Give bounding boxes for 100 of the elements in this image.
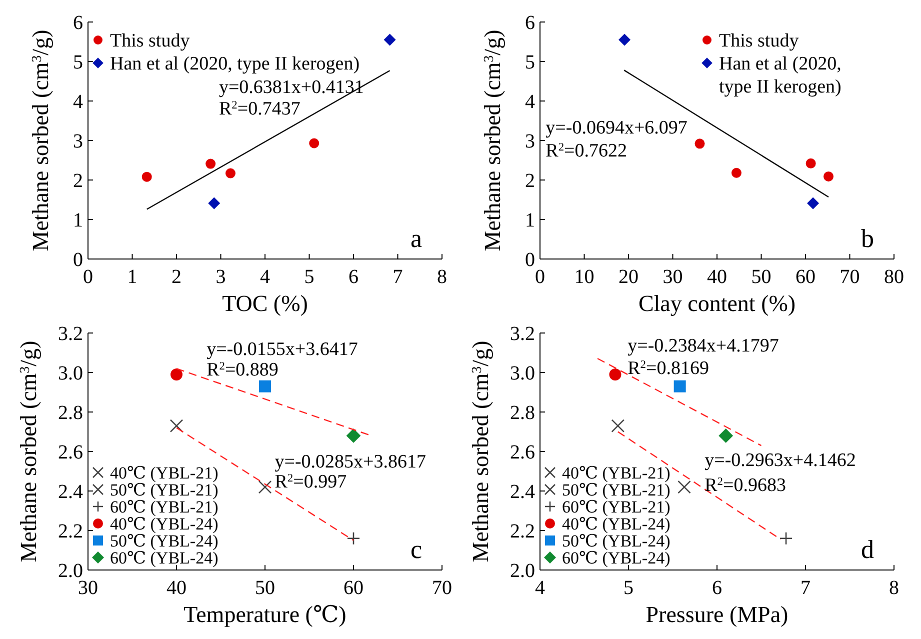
- y-tick-label: 2.0: [510, 560, 535, 582]
- y-tick-label: 3.0: [58, 362, 83, 384]
- x-tick-label: 7: [800, 577, 810, 599]
- y-tick-label: 2.2: [58, 520, 83, 542]
- x-tick-label: 20: [618, 266, 638, 288]
- y-tick-label: 2.4: [510, 481, 535, 503]
- x-tick-label: 8: [437, 266, 447, 288]
- point: [346, 428, 361, 443]
- y-tick-label: 5: [525, 52, 535, 74]
- legend-label: This study: [719, 30, 800, 52]
- y-tick-label: 4: [73, 91, 83, 113]
- x-tick-label: 5: [304, 266, 314, 288]
- y-tick-label: 3: [73, 130, 83, 152]
- y-tick-label: 3.2: [58, 323, 83, 345]
- y-tick-label: 1: [525, 210, 535, 232]
- y-tick-label: 2: [73, 170, 83, 192]
- annotation: y=-0.2384x+4.1797: [628, 335, 779, 356]
- point: [611, 419, 625, 432]
- y-tick-label: 2.8: [58, 402, 83, 424]
- point: [824, 171, 834, 182]
- point: [609, 368, 622, 380]
- annotation: y=0.6381x+0.4131: [218, 77, 364, 98]
- y-tick-label: 1: [73, 210, 83, 232]
- x-tick-label: 40: [166, 577, 186, 599]
- point: [674, 380, 686, 392]
- legend-label: This study: [110, 30, 190, 52]
- legend-label: 40℃ (YBL-21): [110, 463, 218, 482]
- x-tick-label: 10: [574, 266, 594, 288]
- y-tick-label: 6: [73, 12, 83, 34]
- x-tick-label: 80: [884, 266, 904, 288]
- y-tick-label: 2.6: [58, 442, 83, 464]
- point: [678, 480, 691, 494]
- y-tick-label: 0: [525, 249, 535, 271]
- x-axis-title: Temperature (℃): [184, 602, 346, 627]
- annotation: R$^{2}$=0.7622: [546, 140, 628, 162]
- x-tick-label: 50: [255, 577, 275, 599]
- point: [259, 380, 271, 392]
- x-tick-label: 6: [712, 577, 722, 599]
- annotation: R$^{2}$=0.997: [274, 472, 347, 493]
- x-tick-label: 7: [392, 266, 403, 288]
- legend-label: Han et al (2020, type II kerogen): [110, 54, 360, 75]
- point: [258, 480, 272, 494]
- legend-label: Han et al (2020, type II kerogen): [719, 54, 842, 98]
- point: [142, 172, 152, 182]
- point: [170, 368, 182, 380]
- legend-label: 40℃ (YBL-21): [562, 463, 670, 482]
- point: [694, 138, 705, 149]
- annotation: R$^{2}$=0.8169: [628, 358, 709, 379]
- x-tick-label: 8: [889, 577, 899, 599]
- y-tick-label: 6: [525, 12, 535, 34]
- annotation: y=-0.0285x+3.8617: [274, 451, 426, 472]
- y-tick-label: 2.6: [510, 442, 535, 464]
- annotation: b: [861, 224, 874, 253]
- y-tick-label: 0: [73, 249, 83, 271]
- annotation: y=-0.0155x+3.6417: [206, 338, 358, 360]
- x-tick-label: 6: [348, 266, 358, 288]
- annotation: d: [861, 535, 874, 564]
- point: [731, 168, 742, 178]
- x-axis-title: Clay content (%): [638, 291, 796, 316]
- point: [718, 428, 734, 443]
- annotation: R$^{2}$=0.9683: [704, 475, 786, 496]
- x-tick-label: 3: [216, 266, 226, 288]
- x-axis-title: TOC (%): [222, 291, 308, 316]
- point: [208, 197, 220, 210]
- point: [206, 158, 216, 169]
- point: [309, 138, 320, 148]
- y-tick-label: 2.4: [58, 481, 83, 503]
- point: [346, 532, 360, 546]
- y-tick-label: 3: [525, 130, 535, 152]
- x-tick-label: 2: [172, 266, 182, 288]
- x-tick-label: 4: [260, 266, 270, 288]
- point: [618, 34, 631, 46]
- y-tick-label: 5: [73, 52, 83, 74]
- annotation: R$^{2}$=0.7437: [218, 98, 300, 120]
- point: [170, 419, 184, 432]
- x-tick-label: 60: [344, 577, 364, 599]
- x-tick-label: 30: [662, 266, 683, 288]
- x-axis-title: Pressure (MPa): [646, 602, 788, 627]
- x-tick-label: 50: [751, 266, 772, 288]
- x-tick-label: 60: [796, 266, 816, 288]
- x-tick-label: 5: [624, 577, 634, 599]
- x-tick-label: 70: [432, 577, 452, 599]
- x-tick-label: 70: [840, 266, 860, 288]
- x-tick-label: 1: [127, 266, 138, 288]
- y-tick-label: 3.2: [510, 323, 535, 345]
- point: [384, 34, 396, 46]
- point: [807, 197, 820, 210]
- point: [225, 168, 236, 178]
- y-tick-label: 2: [525, 170, 535, 192]
- y-tick-label: 4: [525, 91, 535, 113]
- point: [806, 158, 816, 168]
- annotation: y=-0.0694x+6.097: [546, 117, 688, 138]
- annotation: R$^{2}$=0.889: [206, 359, 278, 380]
- annotation: y=-0.2963x+4.1462: [704, 450, 856, 472]
- y-tick-label: 2.8: [510, 402, 535, 424]
- point: [779, 532, 793, 546]
- annotation: a: [410, 224, 422, 253]
- y-tick-label: 2.2: [510, 520, 535, 542]
- y-tick-label: 3.0: [510, 362, 535, 384]
- annotation: c: [410, 535, 422, 564]
